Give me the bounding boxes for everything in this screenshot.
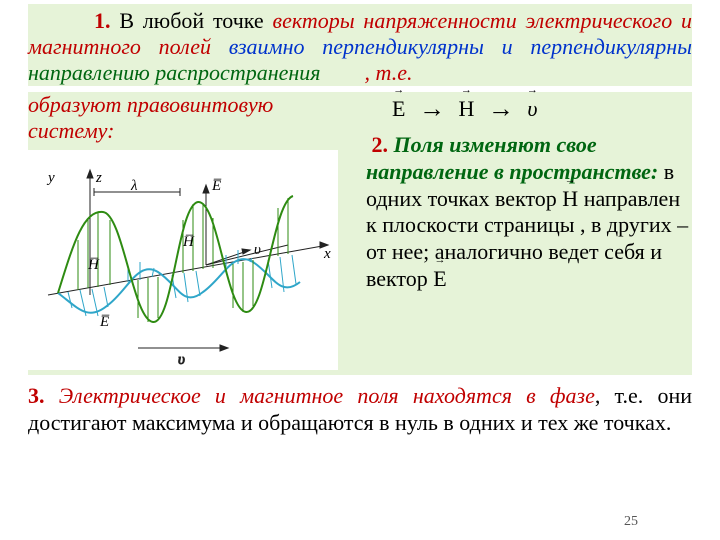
h-vector-label-top: H̅ <box>182 234 195 250</box>
p1-red-and: и <box>681 8 692 33</box>
formula-E: E <box>388 96 409 122</box>
em-wave-diagram: y z E̅ λ H̅ υ⃗ H̅ x E̅ υ⃗ <box>28 150 338 370</box>
p1-blue-mutual: взаимно перпендикулярны <box>229 34 484 59</box>
p1-blue-and: и <box>502 34 513 59</box>
formula-H: H <box>454 96 478 122</box>
p3-num: 3. <box>28 383 45 408</box>
v-arrow-label: υ⃗ <box>178 352 197 368</box>
axis-x-label: x <box>323 246 331 262</box>
p1-red-fields: полей <box>159 34 211 59</box>
p2-H: H <box>562 186 578 213</box>
formula-v: υ <box>523 96 541 122</box>
v-vector-label: υ⃗ <box>254 242 273 258</box>
p1-num: 1. <box>28 8 111 33</box>
p1-ie: , т.е. <box>365 60 413 85</box>
axis-z-label: z <box>95 170 102 186</box>
p1-green-dir: направлению распространения <box>28 60 321 85</box>
p1-lead: В любой точке <box>119 8 263 33</box>
p1-blue-perp: перпендикулярны <box>530 34 692 59</box>
paragraph-3: 3. Электрическое и магнитное поля находя… <box>28 383 692 437</box>
formula-arrow2: → <box>484 94 518 124</box>
p1-red-mag: магнитного <box>28 34 141 59</box>
p2-E: E <box>433 266 446 293</box>
p2-lead: Поля изменяют свое направление в простра… <box>366 132 658 184</box>
p1-red1: векторы напряженности электрического <box>273 8 673 33</box>
p2-num: 2. <box>372 132 389 157</box>
page-number: 25 <box>624 514 638 530</box>
paragraph-1: 1. В любой точке векторы напряженности э… <box>28 8 692 86</box>
h-vector-label-left: H̅ <box>87 257 100 273</box>
lambda-label: λ <box>130 178 138 194</box>
p1-tail: образуют правовинтовую систему: <box>28 92 356 144</box>
e-vector-label: E̅ <box>211 178 222 194</box>
p3-lead: Электрическое и магнитное поля находятся… <box>59 383 595 408</box>
paragraph-2: 2. Поля изменяют свое направление в прос… <box>366 132 692 293</box>
ehv-formula: E → H → υ <box>388 94 692 124</box>
e-vector-label-bottom: E̅ <box>99 314 110 330</box>
axis-y-label: y <box>46 170 55 186</box>
formula-arrow1: → <box>415 94 449 124</box>
